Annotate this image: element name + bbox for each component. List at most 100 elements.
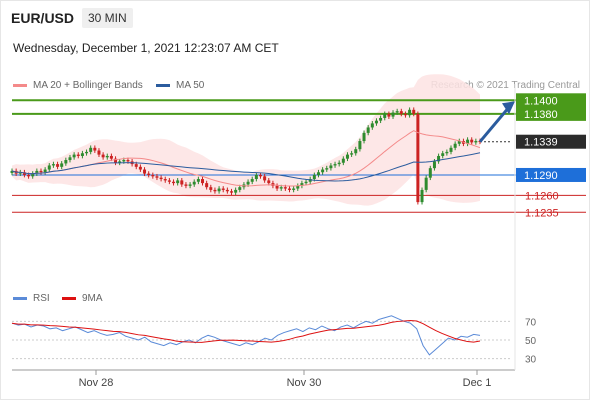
candle-body	[387, 113, 391, 117]
forecast-arrow-line	[478, 107, 510, 143]
candle-body	[234, 189, 238, 193]
candle-body	[362, 132, 366, 142]
candle-body	[72, 154, 76, 158]
candle-body	[18, 172, 22, 174]
legend-ma50: MA 50	[156, 80, 204, 91]
candle-body	[238, 187, 242, 190]
candle-body	[325, 168, 329, 170]
candle-body	[358, 141, 362, 150]
candle-body	[408, 109, 412, 116]
rsi-line	[11, 315, 481, 356]
candle-body	[267, 180, 271, 184]
candle-body	[217, 188, 221, 192]
rsi-swatch	[13, 297, 27, 300]
candle-body	[263, 176, 267, 181]
candle-body	[180, 180, 184, 185]
candle-body	[209, 187, 213, 190]
rsi-ma-line	[11, 320, 481, 343]
legend-ma20-label: MA 20 + Bollinger Bands	[33, 80, 143, 91]
candle-body	[308, 179, 312, 182]
candle-body	[432, 161, 436, 169]
candle-body	[201, 179, 205, 184]
candle-body	[159, 177, 163, 180]
candle-body	[68, 157, 72, 161]
candle-body	[424, 177, 428, 190]
candle-body	[437, 155, 441, 162]
candle-body	[230, 191, 234, 193]
candle-body	[80, 153, 84, 156]
resistance-label: 1.1380	[524, 109, 558, 121]
candle-body	[225, 189, 229, 192]
candle-body	[316, 172, 320, 175]
candle-body	[167, 180, 171, 182]
candle-body	[292, 188, 296, 190]
pivot-label: 1.1290	[524, 170, 558, 182]
candle-body	[143, 169, 147, 174]
pivot-box	[516, 167, 586, 182]
candle-body	[126, 160, 130, 162]
candle-body	[60, 163, 64, 167]
candle-body	[22, 172, 26, 175]
candle-body	[114, 158, 118, 163]
candle-body	[333, 164, 337, 166]
candle-body	[122, 160, 126, 162]
candle-body	[403, 113, 407, 116]
candle-body	[89, 147, 93, 152]
candle-body	[345, 154, 349, 159]
forecast-arrow-head	[502, 101, 515, 115]
legend-ma50-label: MA 50	[176, 80, 205, 91]
candle-body	[304, 181, 308, 184]
candle-body	[370, 123, 374, 128]
candle-body	[287, 188, 291, 190]
legend-rsi: RSI	[13, 293, 50, 304]
resistance-box	[516, 106, 586, 121]
candle-body	[474, 141, 478, 143]
candle-body	[420, 189, 424, 203]
candle-body	[350, 153, 354, 155]
candle-body	[39, 170, 43, 173]
candle-body	[85, 151, 89, 154]
candle-body	[445, 151, 449, 154]
candle-body	[416, 113, 420, 203]
ma9-swatch	[62, 297, 76, 300]
candle-body	[205, 183, 209, 188]
candle-body	[105, 155, 109, 158]
candle-body	[258, 174, 262, 177]
support-label: 1.1235	[525, 207, 559, 219]
candle-body	[27, 174, 31, 177]
candle-body	[155, 176, 159, 178]
legend-9ma: 9MA	[62, 293, 103, 304]
candle-body	[275, 185, 279, 189]
candle-body	[176, 180, 180, 184]
candle-body	[449, 147, 453, 152]
candle-body	[312, 174, 316, 180]
candle-body	[134, 164, 138, 167]
candle-body	[354, 149, 358, 154]
candle-body	[47, 165, 51, 170]
candle-body	[101, 154, 105, 158]
candle-body	[221, 188, 225, 190]
candle-body	[391, 112, 395, 117]
ma50-line	[11, 152, 481, 182]
candle-body	[453, 143, 457, 148]
x-tick-label: Nov 28	[79, 377, 114, 389]
candle-body	[296, 185, 300, 189]
timeframe-badge[interactable]: 30 MIN	[82, 8, 133, 28]
candle-body	[412, 109, 416, 114]
candle-body	[35, 170, 39, 174]
candle-body	[379, 117, 383, 121]
timestamp: Wednesday, December 1, 2021 12:23:07 AM …	[13, 41, 279, 55]
candle-body	[138, 166, 142, 170]
rsi-tick-label: 50	[525, 336, 537, 347]
credit-text: Research © 2021 Trading Central	[430, 80, 580, 91]
resistance-label: 1.1400	[524, 95, 558, 107]
candle-body	[76, 154, 80, 156]
candle-body	[466, 139, 470, 144]
candle-body	[196, 179, 200, 182]
candle-body	[374, 120, 378, 124]
legend-9ma-label: 9MA	[82, 293, 103, 304]
candle-body	[441, 153, 445, 156]
candle-body	[147, 173, 151, 175]
candle-body	[457, 141, 461, 144]
